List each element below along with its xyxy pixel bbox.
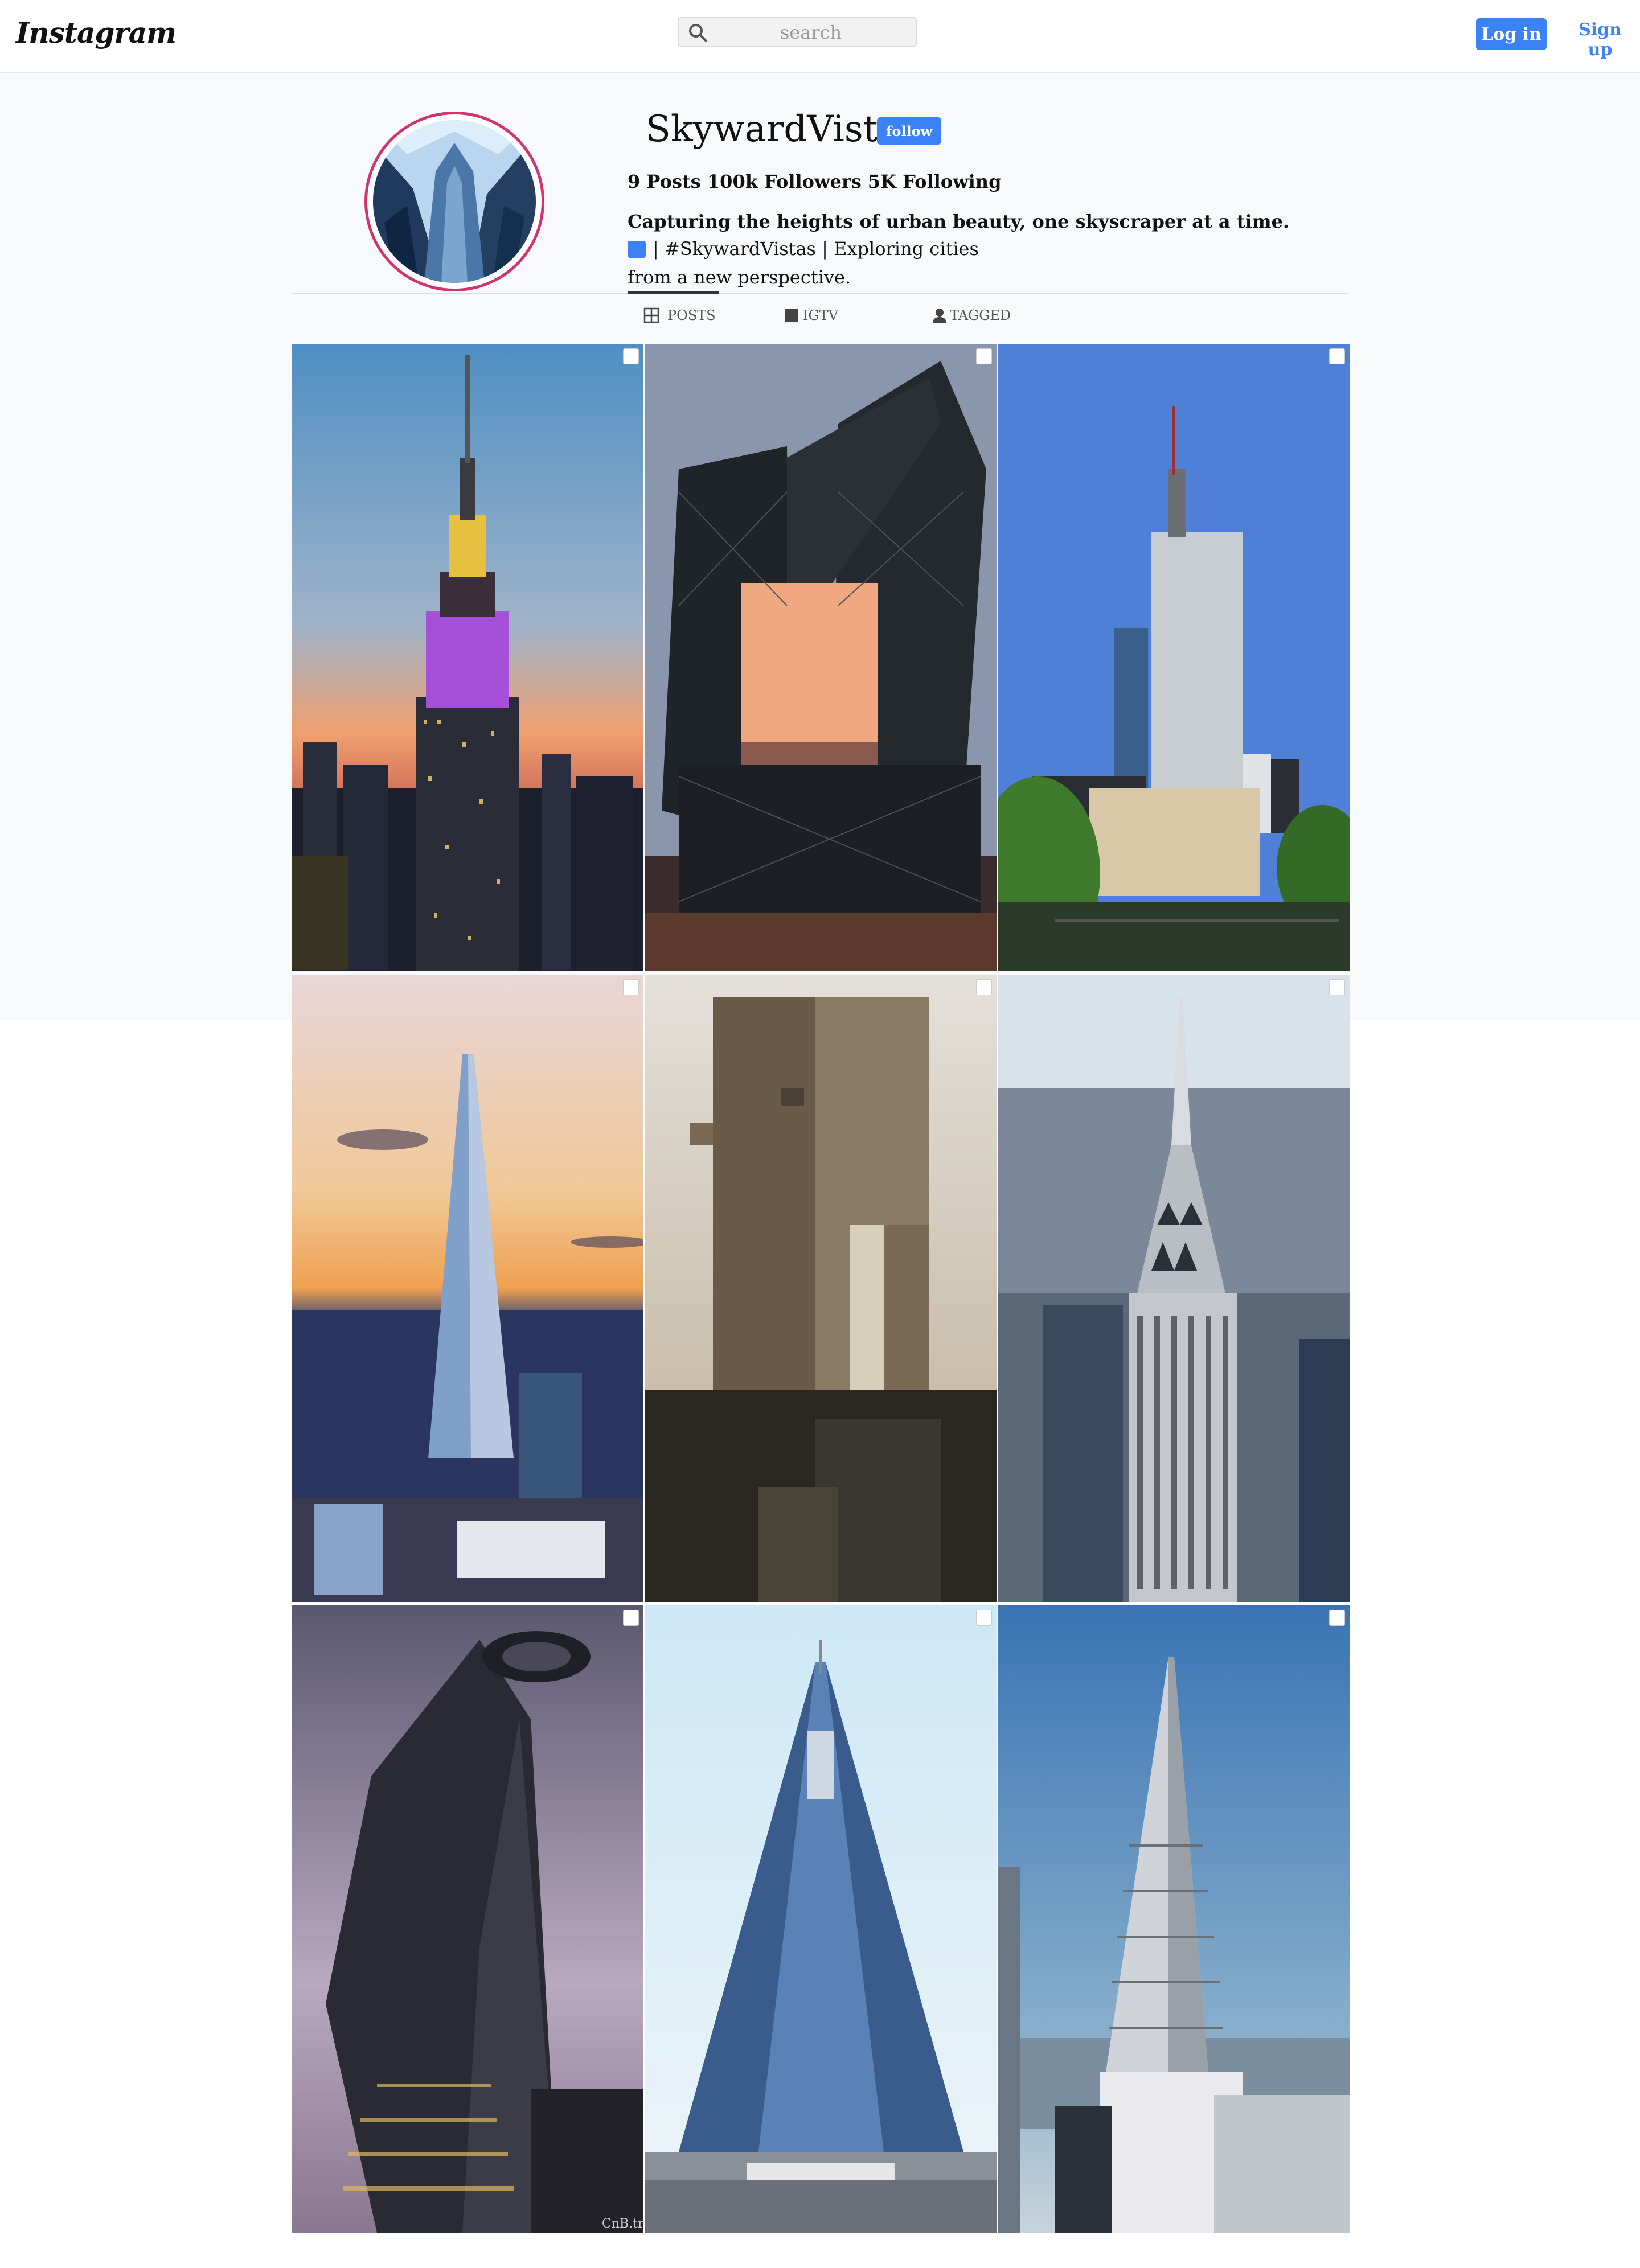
tab-posts[interactable]: POSTS: [643, 307, 716, 323]
bitexco-tower-image: [292, 1605, 643, 2233]
post-tile[interactable]: [998, 1605, 1350, 2233]
ryugyong-hotel-image: [645, 1605, 997, 2233]
bio-line-1: | #SkywardVistas | Exploring cities: [628, 238, 979, 260]
cityscape-emoji-icon: [628, 241, 646, 258]
tab-tagged[interactable]: TAGGED: [932, 307, 1011, 323]
post-tile[interactable]: [292, 344, 643, 971]
elephant-building-image: [645, 975, 997, 1602]
bio-line-2: from a new perspective.: [628, 266, 851, 288]
login-button[interactable]: Log in: [1476, 18, 1547, 50]
search-input[interactable]: [724, 22, 897, 43]
multi-image-icon: [623, 348, 639, 364]
empire-state-image: [292, 344, 643, 971]
signup-button[interactable]: Sign up: [1560, 19, 1640, 60]
search-icon: [689, 24, 707, 42]
instagram-logo[interactable]: Instagram: [16, 16, 177, 50]
multi-image-icon: [1329, 348, 1345, 364]
posts-grid: CnB.tr: [292, 344, 1350, 2234]
profile-stats: 9 Posts 100k Followers 5K Following: [628, 171, 1002, 192]
cctv-headquarters-image: [645, 344, 997, 971]
profile-username: SkywardVistas: [646, 108, 919, 150]
grid-icon: [643, 307, 659, 323]
tv-icon: [785, 309, 798, 322]
post-tile[interactable]: [645, 1605, 997, 2233]
tab-igtv[interactable]: IGTV: [784, 307, 838, 323]
profile-tabs: POSTS IGTV TAGGED: [292, 293, 1348, 345]
bio-title: Capturing the heights of urban beauty, o…: [628, 211, 1290, 232]
chrysler-building-image: [998, 975, 1350, 1602]
post-tile[interactable]: [998, 344, 1350, 971]
avatar-ring: [364, 112, 544, 291]
tab-tagged-label: TAGGED: [950, 307, 1011, 323]
active-tab-indicator: [628, 291, 719, 294]
top-nav: Instagram Log in Sign up: [0, 0, 1640, 73]
commerzbank-tower-image: [998, 344, 1350, 971]
search-box[interactable]: [678, 17, 917, 47]
tab-posts-label: POSTS: [667, 307, 716, 323]
multi-image-icon: [976, 1610, 992, 1626]
multi-image-icon: [976, 348, 992, 364]
multi-image-icon: [623, 1610, 639, 1626]
person-icon: [933, 309, 946, 323]
post-tile[interactable]: [645, 975, 997, 1602]
multi-image-icon: [976, 979, 992, 995]
transamerica-pyramid-image: [998, 1605, 1350, 2233]
the-shard-image: [292, 975, 643, 1602]
post-tile[interactable]: [292, 975, 643, 1602]
post-watermark: CnB.tr: [602, 2217, 644, 2231]
multi-image-icon: [1329, 979, 1345, 995]
post-tile[interactable]: [645, 344, 997, 971]
tab-igtv-label: IGTV: [803, 307, 838, 323]
multi-image-icon: [623, 979, 639, 995]
avatar[interactable]: [373, 120, 536, 283]
post-tile[interactable]: [998, 975, 1350, 1602]
multi-image-icon: [1329, 1610, 1345, 1626]
bio-line-1-text: | #SkywardVistas | Exploring cities: [653, 238, 979, 260]
post-tile[interactable]: [292, 1605, 643, 2233]
follow-button[interactable]: follow: [877, 117, 942, 145]
